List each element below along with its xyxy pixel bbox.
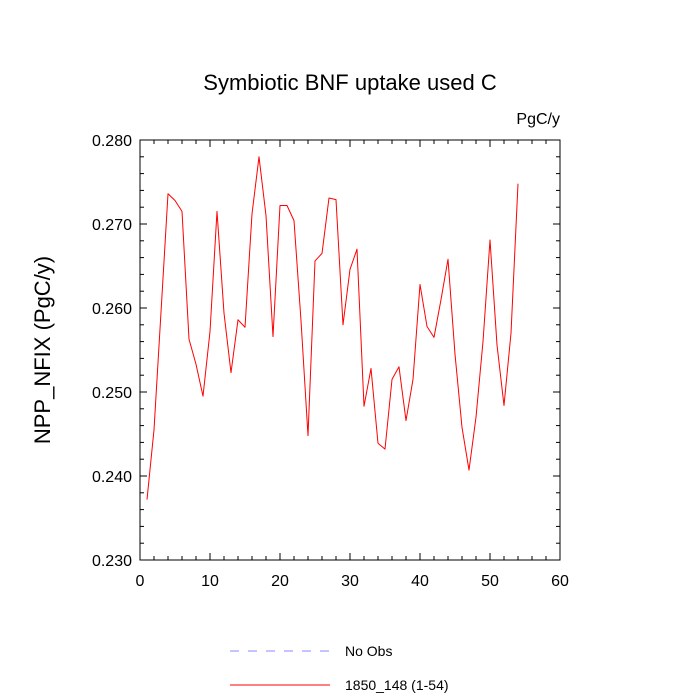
- legend-label-1: 1850_148 (1-54): [345, 677, 449, 693]
- y-tick-label: 0.250: [92, 385, 132, 402]
- axis-ticks: [139, 139, 561, 561]
- x-tick-label: 30: [341, 573, 359, 590]
- axis-frame: [139, 139, 561, 561]
- x-tick-label: 0: [136, 573, 145, 590]
- y-tick-label: 0.260: [92, 301, 132, 318]
- series-group: [146, 156, 519, 500]
- chart-title: Symbiotic BNF uptake used C: [203, 70, 497, 95]
- y-tick-label: 0.270: [92, 217, 132, 234]
- tick-labels: 0 10 20 30 40 50 60 0.230 0.240 0.250 0.260 0.270 0.…: [92, 133, 569, 590]
- x-tick-label: 50: [481, 573, 499, 590]
- y-tick-label: 0.240: [92, 469, 132, 486]
- units-label: PgC/y: [516, 111, 560, 128]
- legend: No Obs 1850_148 (1-54): [230, 643, 449, 693]
- series-line-0: [146, 156, 519, 500]
- y-axis-label: NPP_NFIX (PgC/y): [30, 256, 55, 444]
- x-tick-label: 20: [271, 573, 289, 590]
- y-tick-label: 0.230: [92, 553, 132, 570]
- x-tick-label: 60: [551, 573, 569, 590]
- x-tick-label: 40: [411, 573, 429, 590]
- plot-area: 0 10 20 30 40 50 60 0.230 0.240 0.250 0.260 0.270 0.…: [92, 133, 569, 590]
- y-tick-label: 0.280: [92, 133, 132, 150]
- x-tick-label: 10: [201, 573, 219, 590]
- legend-label-0: No Obs: [345, 643, 392, 659]
